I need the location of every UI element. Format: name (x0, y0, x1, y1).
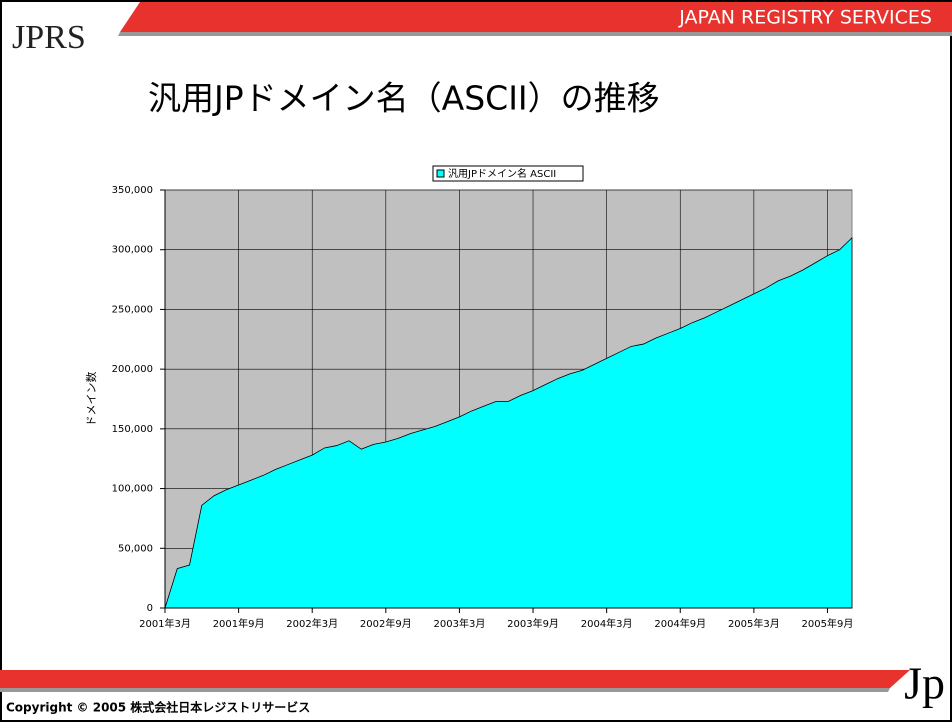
top-banner-shadow (118, 32, 952, 36)
x-tick-label: 2002年9月 (360, 617, 412, 630)
y-tick-label: 300,000 (112, 245, 153, 256)
copyright: Copyright © 2005 株式会社日本レジストリサービス (6, 700, 310, 715)
legend-label: 汎用JPドメイン名 ASCII (448, 167, 556, 180)
bottom-banner (0, 670, 910, 688)
y-tick-label: 50,000 (118, 543, 153, 554)
chart: 0 50,000 100,000 150,000 200,000 250,000 300,0… (85, 165, 854, 630)
banner-text: JAPAN REGISTRY SERVICES (678, 7, 932, 29)
slide-title: 汎用JPドメイン名（ASCII）の推移 (148, 79, 660, 118)
x-tick-label: 2002年3月 (286, 617, 338, 630)
x-tick-label: 2004年3月 (581, 617, 633, 630)
y-tick-label: 150,000 (112, 424, 153, 435)
y-tick-label: 350,000 (112, 185, 153, 196)
x-tick-label: 2001年9月 (213, 617, 265, 630)
footer-logo: Jp (904, 658, 945, 709)
x-tick-label: 2004年9月 (654, 617, 706, 630)
x-tick-label: 2005年9月 (802, 617, 854, 630)
y-tick-label: 100,000 (112, 484, 153, 495)
logo: JPRS (12, 19, 86, 56)
x-tick-label: 2005年3月 (728, 617, 780, 630)
y-tick-label: 250,000 (112, 304, 153, 315)
area (164, 236, 853, 609)
bottom-banner-shadow (0, 688, 890, 692)
y-tick-label: 200,000 (112, 364, 153, 375)
legend-swatch (436, 169, 445, 178)
y-axis-label: ドメイン数 (85, 372, 98, 427)
top-banner (120, 2, 952, 32)
legend-box (432, 165, 584, 182)
y-tick-label: 0 (147, 603, 153, 614)
x-tick-label: 2001年3月 (139, 617, 191, 630)
x-tick-label: 2003年3月 (434, 617, 486, 630)
x-tick-label: 2003年9月 (507, 617, 559, 630)
